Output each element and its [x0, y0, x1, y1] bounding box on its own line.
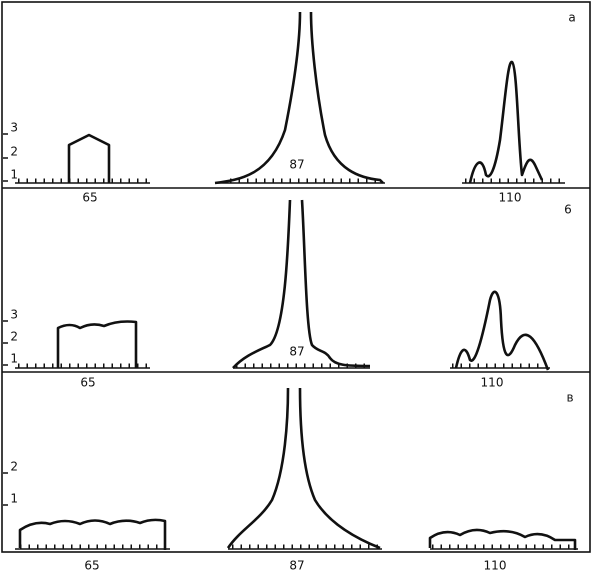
x-label: 110	[499, 191, 522, 205]
curve	[454, 290, 550, 371]
x-label: 65	[84, 559, 99, 573]
y-tick-label: 2	[10, 145, 18, 159]
curve	[56, 320, 138, 368]
curve	[300, 199, 371, 368]
curve	[428, 528, 577, 550]
curve	[67, 133, 111, 183]
curve	[226, 387, 290, 549]
y-tick-label: 1	[10, 352, 18, 366]
curve	[298, 387, 381, 550]
curve	[214, 11, 302, 185]
y-tick-label: 3	[10, 121, 18, 135]
y-tick-label: 2	[10, 330, 18, 344]
panel-label: в	[566, 391, 573, 405]
x-label: 110	[481, 376, 504, 390]
y-tick-label: 1	[10, 168, 18, 182]
y-tick-label: 2	[10, 460, 18, 474]
x-label: 87	[289, 559, 304, 573]
curve	[18, 518, 167, 550]
curve	[232, 199, 292, 369]
x-label: 65	[82, 191, 97, 205]
panel-label: 6	[564, 203, 572, 217]
frame	[1, 1, 591, 553]
y-tick-label: 1	[10, 492, 18, 506]
curve	[468, 60, 544, 184]
curve	[309, 11, 384, 184]
x-label: 65	[80, 376, 95, 390]
y-tick-label: 3	[10, 308, 18, 322]
peak-label: 87	[289, 345, 304, 359]
panel-label: a	[568, 11, 575, 25]
x-label: 110	[484, 559, 507, 573]
peak-label: 87	[289, 158, 304, 172]
